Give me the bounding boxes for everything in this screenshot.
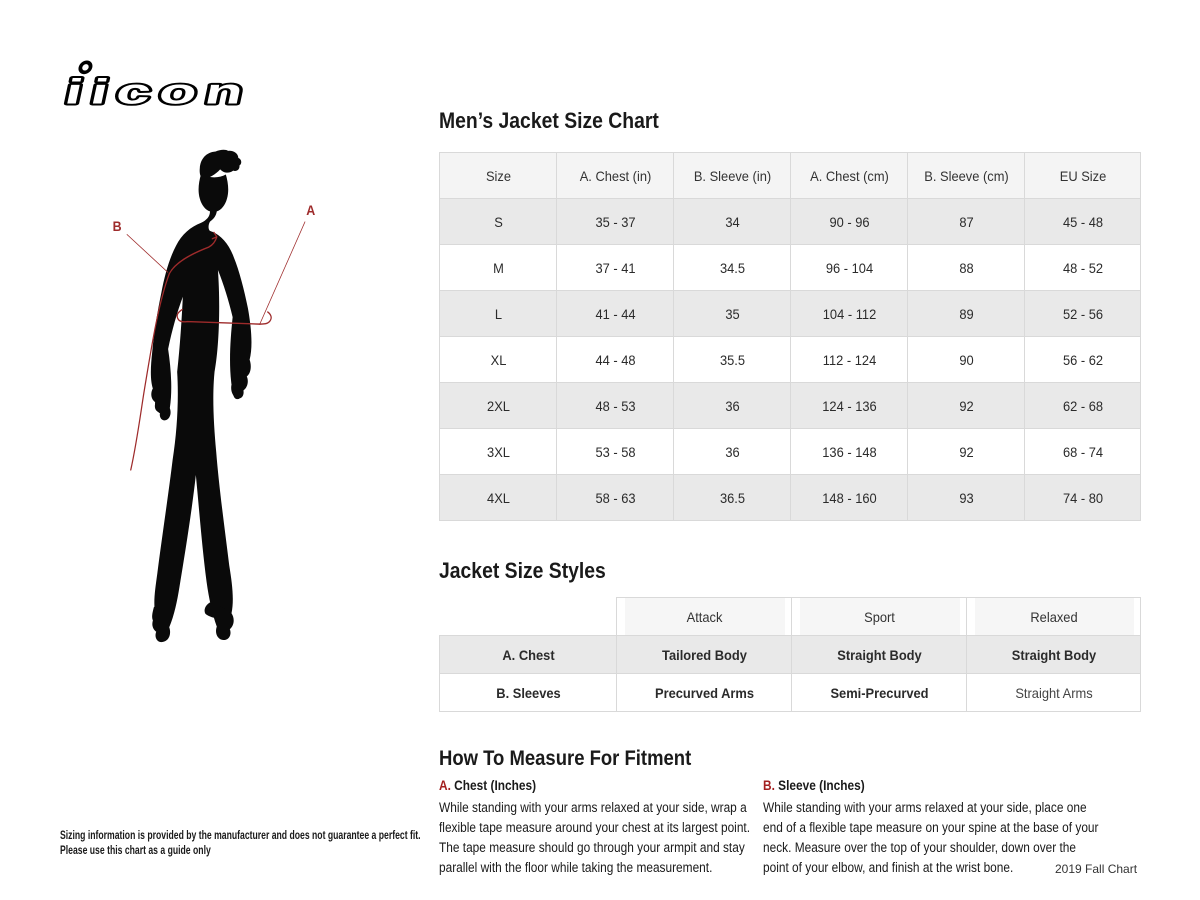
svg-text:A: A	[306, 203, 315, 219]
svg-text:iicon: iicon	[61, 72, 246, 106]
svg-text:B: B	[113, 218, 122, 234]
